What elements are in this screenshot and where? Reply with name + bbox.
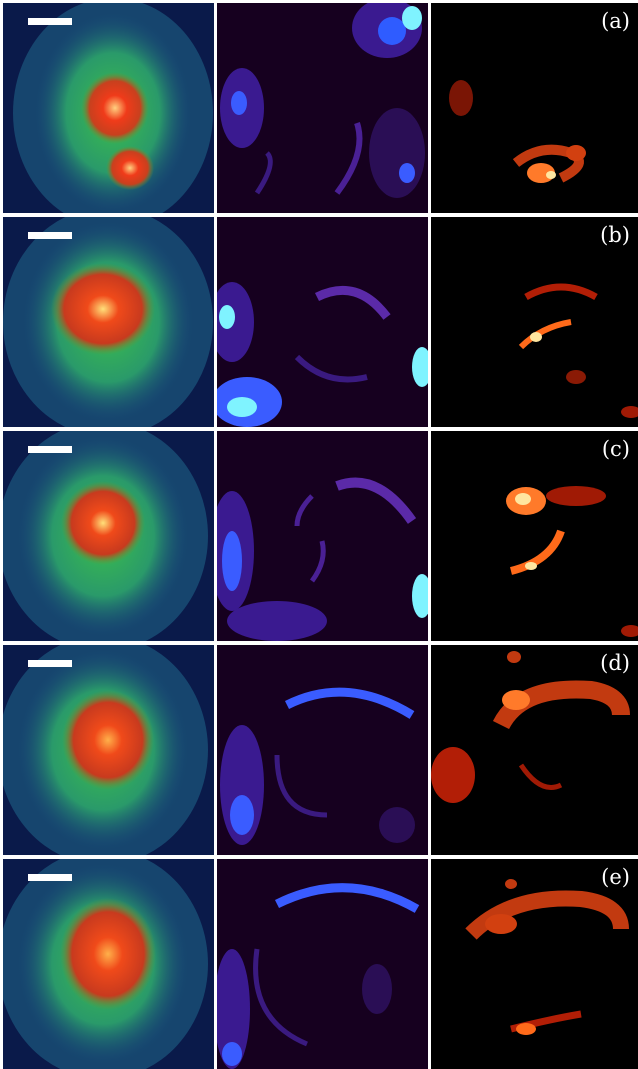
panel-label: (e) bbox=[601, 865, 630, 889]
panel-label: (d) bbox=[600, 651, 630, 675]
figure-row-e: (e) bbox=[0, 859, 638, 1069]
figure-row-a: (a) bbox=[0, 3, 638, 213]
red-emission-panel: (d) bbox=[431, 645, 638, 855]
red-emission-panel: (a) bbox=[431, 3, 638, 213]
purple-field-panel bbox=[217, 217, 428, 427]
density-panel bbox=[3, 645, 214, 855]
purple-field-panel bbox=[217, 3, 428, 213]
purple-field-panel bbox=[217, 859, 428, 1069]
scale-bar bbox=[28, 446, 72, 453]
purple-field-panel bbox=[217, 431, 428, 641]
scale-bar bbox=[28, 874, 72, 881]
density-panel bbox=[3, 859, 214, 1069]
density-panel bbox=[3, 3, 214, 213]
purple-field-panel bbox=[217, 645, 428, 855]
scale-bar bbox=[28, 232, 72, 239]
panel-label: (b) bbox=[600, 223, 630, 247]
figure-row-b: (b) bbox=[0, 217, 638, 427]
density-panel bbox=[3, 431, 214, 641]
scale-bar bbox=[28, 18, 72, 25]
red-emission-panel: (c) bbox=[431, 431, 638, 641]
panel-label: (c) bbox=[601, 437, 630, 461]
scale-bar bbox=[28, 660, 72, 667]
red-emission-panel: (b) bbox=[431, 217, 638, 427]
panel-label: (a) bbox=[601, 9, 630, 33]
figure-row-d: (d) bbox=[0, 645, 638, 855]
figure-row-c: (c) bbox=[0, 431, 638, 641]
density-panel bbox=[3, 217, 214, 427]
red-emission-panel: (e) bbox=[431, 859, 638, 1069]
